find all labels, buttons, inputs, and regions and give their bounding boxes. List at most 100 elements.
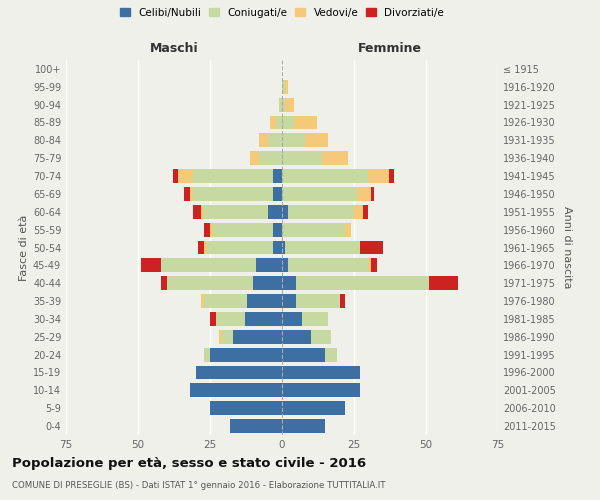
- Bar: [213, 222, 274, 236]
- Bar: [167, 276, 253, 290]
- Bar: [282, 312, 302, 326]
- Bar: [429, 276, 458, 290]
- Bar: [184, 187, 190, 201]
- Bar: [282, 330, 311, 344]
- Bar: [161, 276, 167, 290]
- Bar: [207, 240, 274, 254]
- Bar: [282, 116, 293, 130]
- Bar: [293, 116, 317, 130]
- Bar: [302, 312, 328, 326]
- Bar: [285, 80, 288, 94]
- Bar: [311, 330, 331, 344]
- Bar: [196, 366, 282, 380]
- Bar: [282, 240, 285, 254]
- Bar: [325, 348, 337, 362]
- Bar: [282, 366, 360, 380]
- Bar: [368, 169, 389, 183]
- Bar: [259, 151, 282, 165]
- Bar: [178, 169, 193, 183]
- Text: Popolazione per età, sesso e stato civile - 2016: Popolazione per età, sesso e stato civil…: [12, 458, 366, 470]
- Bar: [190, 187, 193, 201]
- Bar: [285, 240, 360, 254]
- Bar: [282, 294, 296, 308]
- Bar: [256, 258, 282, 272]
- Bar: [371, 258, 377, 272]
- Bar: [305, 134, 328, 147]
- Bar: [210, 401, 282, 415]
- Bar: [221, 330, 233, 344]
- Bar: [141, 258, 161, 272]
- Bar: [282, 205, 288, 219]
- Bar: [271, 116, 276, 130]
- Bar: [202, 205, 204, 219]
- Y-axis label: Fasce di età: Fasce di età: [19, 214, 29, 280]
- Bar: [218, 330, 221, 344]
- Bar: [204, 205, 268, 219]
- Bar: [202, 294, 204, 308]
- Y-axis label: Anni di nascita: Anni di nascita: [562, 206, 572, 289]
- Bar: [199, 240, 204, 254]
- Bar: [190, 384, 282, 398]
- Bar: [368, 258, 371, 272]
- Bar: [233, 330, 282, 344]
- Bar: [204, 222, 210, 236]
- Legend: Celibi/Nubili, Coniugati/e, Vedovi/e, Divorziati/e: Celibi/Nubili, Coniugati/e, Vedovi/e, Di…: [120, 8, 444, 18]
- Bar: [340, 294, 346, 308]
- Bar: [282, 258, 288, 272]
- Text: Maschi: Maschi: [149, 42, 199, 54]
- Bar: [282, 187, 357, 201]
- Bar: [259, 134, 268, 147]
- Bar: [288, 205, 354, 219]
- Bar: [282, 169, 368, 183]
- Bar: [282, 384, 360, 398]
- Bar: [274, 222, 282, 236]
- Bar: [274, 169, 282, 183]
- Bar: [230, 419, 282, 433]
- Bar: [282, 222, 346, 236]
- Bar: [362, 205, 368, 219]
- Bar: [354, 205, 362, 219]
- Bar: [210, 348, 282, 362]
- Bar: [253, 276, 282, 290]
- Bar: [360, 240, 383, 254]
- Bar: [282, 134, 305, 147]
- Bar: [346, 222, 351, 236]
- Bar: [285, 98, 293, 112]
- Bar: [268, 134, 282, 147]
- Bar: [216, 312, 245, 326]
- Bar: [282, 80, 285, 94]
- Bar: [268, 205, 282, 219]
- Bar: [296, 294, 340, 308]
- Bar: [204, 294, 247, 308]
- Bar: [247, 294, 282, 308]
- Bar: [210, 312, 216, 326]
- Bar: [250, 151, 259, 165]
- Text: COMUNE DI PRESEGLIE (BS) - Dati ISTAT 1° gennaio 2016 - Elaborazione TUTTITALIA.: COMUNE DI PRESEGLIE (BS) - Dati ISTAT 1°…: [12, 481, 386, 490]
- Text: Femmine: Femmine: [358, 42, 422, 54]
- Bar: [322, 151, 348, 165]
- Bar: [204, 348, 210, 362]
- Bar: [274, 240, 282, 254]
- Bar: [279, 98, 282, 112]
- Bar: [371, 187, 374, 201]
- Bar: [282, 401, 346, 415]
- Bar: [282, 276, 296, 290]
- Bar: [193, 205, 202, 219]
- Bar: [193, 187, 274, 201]
- Bar: [173, 169, 178, 183]
- Bar: [288, 258, 368, 272]
- Bar: [282, 348, 325, 362]
- Bar: [193, 169, 274, 183]
- Bar: [210, 222, 213, 236]
- Bar: [282, 151, 322, 165]
- Bar: [245, 312, 282, 326]
- Bar: [389, 169, 394, 183]
- Bar: [274, 187, 282, 201]
- Bar: [204, 240, 207, 254]
- Bar: [296, 276, 429, 290]
- Bar: [161, 258, 256, 272]
- Bar: [282, 419, 325, 433]
- Bar: [276, 116, 282, 130]
- Bar: [357, 187, 371, 201]
- Bar: [282, 98, 285, 112]
